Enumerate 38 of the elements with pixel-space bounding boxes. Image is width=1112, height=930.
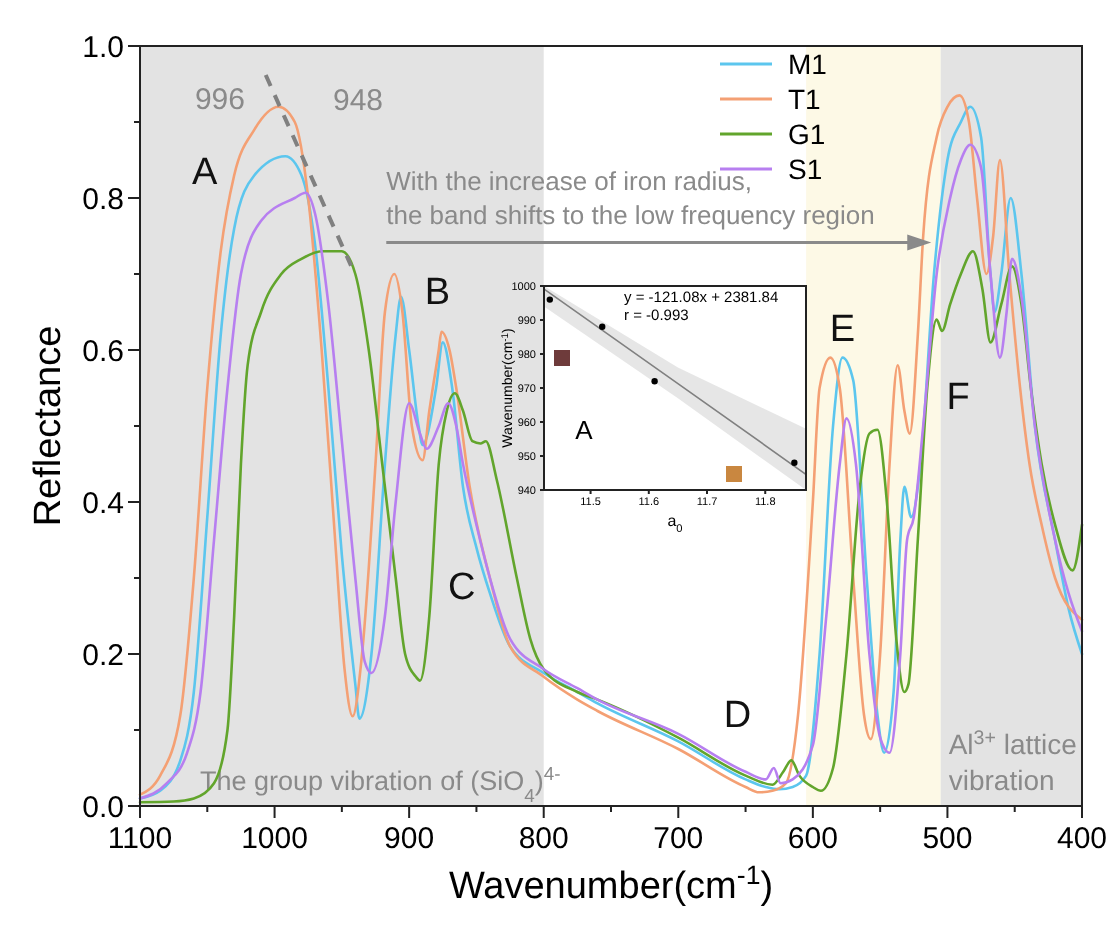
- point: [651, 378, 658, 385]
- x-tick-label: 800: [518, 822, 569, 856]
- x-tick-label: 900: [384, 822, 435, 856]
- y-tick-label: 0.4: [82, 486, 124, 521]
- point: [599, 323, 606, 330]
- point: [546, 296, 554, 303]
- x-tick-label: 400: [1056, 822, 1108, 856]
- x-tick-label: 500: [922, 822, 973, 856]
- x-tick-label: 1000: [241, 822, 308, 856]
- annotation: C: [447, 566, 476, 609]
- annotation: With the increase of iron radius,: [386, 166, 752, 197]
- x-axis-title: a$_{0}$: [667, 512, 683, 536]
- y-tick-label: 0.6: [82, 334, 124, 369]
- annotation: 996: [194, 83, 245, 118]
- line-series: [138, 249, 1084, 804]
- annotation: F: [946, 376, 970, 419]
- annotation: E: [829, 308, 856, 351]
- legend-label: S1: [788, 152, 823, 185]
- annotation: 948: [332, 83, 384, 118]
- legend-label: T1: [788, 82, 822, 115]
- y-tick-label: 0.0: [82, 790, 124, 825]
- x-tick-label: 1100: [107, 822, 173, 856]
- y-tick-label: 0.2: [82, 638, 124, 673]
- x-axis-title: Wavenumber(cm$^{-1}$): [448, 859, 774, 908]
- y-tick-label: 0.8: [82, 182, 124, 217]
- annotation: the band shifts to the low frequency region: [386, 200, 875, 231]
- annotation: D: [723, 694, 752, 737]
- annotation: A: [575, 415, 594, 446]
- band-label: Al$^{3+}$ lattice vibration: [948, 727, 1078, 796]
- y-axis-title: Reflectance: [28, 325, 70, 527]
- legend-label: G1: [788, 117, 826, 150]
- y-tick-label: 1.0: [82, 30, 124, 65]
- legend-label: M1: [788, 47, 828, 80]
- annotation: A: [191, 151, 218, 194]
- point: [791, 459, 798, 466]
- x-tick-label: 600: [787, 822, 838, 856]
- annotation: B: [424, 272, 451, 315]
- x-tick-label: 700: [653, 822, 704, 856]
